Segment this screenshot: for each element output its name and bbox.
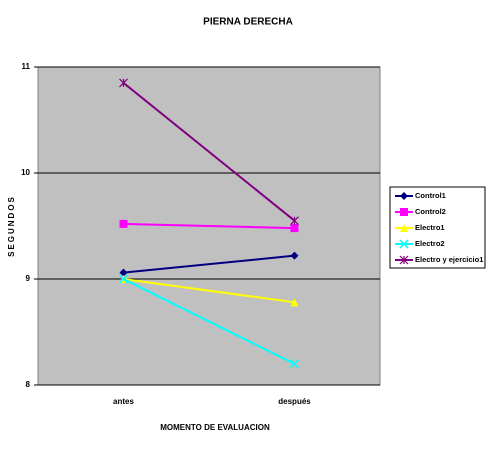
data-point xyxy=(290,216,299,226)
legend-label: Control2 xyxy=(415,207,446,216)
x-axis-label: MOMENTO DE EVALUACION xyxy=(160,423,270,432)
legend-label: Electro1 xyxy=(415,223,445,232)
y-tick-label: 8 xyxy=(26,380,31,389)
data-point xyxy=(119,78,128,88)
x-tick-label: antes xyxy=(113,397,134,406)
data-point xyxy=(290,298,299,307)
data-point xyxy=(289,359,300,369)
data-point xyxy=(290,251,299,260)
chart-title: PIERNA DERECHA xyxy=(203,17,293,28)
legend-marker xyxy=(400,192,408,200)
series-line xyxy=(122,82,296,222)
series-line xyxy=(123,254,295,274)
data-point xyxy=(119,268,128,277)
legend-marker xyxy=(400,224,408,232)
series-line xyxy=(123,222,295,230)
legend-marker xyxy=(400,208,408,216)
x-tick-label: después xyxy=(278,397,311,406)
legend-marker xyxy=(399,239,409,249)
data-point xyxy=(118,274,129,284)
legend-label: Control1 xyxy=(415,191,446,200)
data-point xyxy=(119,219,128,228)
y-axis-label: SEGUNDOS xyxy=(7,195,16,257)
legend-label: Electro y ejercicio1 xyxy=(415,255,483,264)
y-tick-label: 10 xyxy=(21,168,30,177)
series-line xyxy=(123,278,295,304)
y-tick-label: 11 xyxy=(22,62,31,71)
legend-marker xyxy=(399,255,409,265)
y-tick-label: 9 xyxy=(26,274,31,283)
series-line xyxy=(123,278,295,365)
legend-label: Electro2 xyxy=(415,239,445,248)
data-point xyxy=(290,224,299,233)
